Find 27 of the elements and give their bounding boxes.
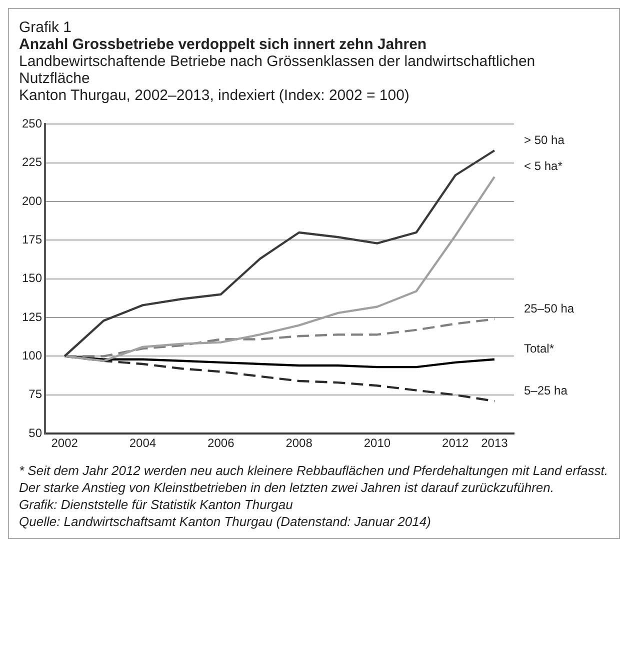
x-tick-label: 2013 — [481, 436, 508, 450]
text: Grafik 1 — [19, 19, 73, 36]
text: * Seit dem Jahr 2012 werden neu auch kleinere Rebbauflächen und Pferdehaltungen mit Land erfasst. Der starke Anstieg von Kleinstbetrieben in den letzten zwei Jahren ist darauf zurückzuführen. — [19, 462, 609, 496]
x-tick-label: 2004 — [129, 436, 156, 450]
y-tick-label: 125 — [22, 310, 42, 324]
chart-subtitle: Landbewirtschaftende Betriebe nach Grössenklassen der landwirtschaftlichen Nutzfläche Kanton Thurgau, 2002–2013, indexiert (Index: 2002 = 100) — [19, 53, 536, 104]
y-tick-label: 225 — [22, 155, 42, 170]
y-tick-label: 50 — [28, 426, 42, 440]
y-tick-label: 100 — [22, 348, 42, 363]
y-tick-label: 250 — [22, 116, 42, 131]
x-tick-label: 2008 — [286, 436, 313, 450]
text: < 5 ha* — [524, 159, 563, 174]
x-tick-label: 2010 — [364, 436, 391, 450]
chart-title: Anzahl Grossbetriebe verdoppelt sich innert zehn Jahren — [19, 36, 428, 53]
y-tick-label: 200 — [22, 194, 42, 208]
x-tick-label: 2006 — [208, 436, 235, 450]
text: 5–25 ha — [524, 383, 568, 398]
x-tick-label: 2012 — [442, 436, 470, 450]
x-tick-label: 2002 — [51, 436, 78, 450]
text: > 50 ha — [524, 132, 565, 147]
y-tick-label: 75 — [28, 387, 42, 402]
text: Total* — [524, 342, 554, 356]
y-tick-label: 150 — [22, 271, 42, 286]
source-note: Quelle: Landwirtschaftsamt Kanton Thurgau (Datenstand: Januar 2014) — [19, 513, 432, 530]
text: 25–50 ha — [524, 301, 574, 316]
text: Grafik: Dienststelle für Statistik Kanton Thurgau — [19, 496, 294, 513]
y-tick-label: 175 — [22, 232, 42, 247]
